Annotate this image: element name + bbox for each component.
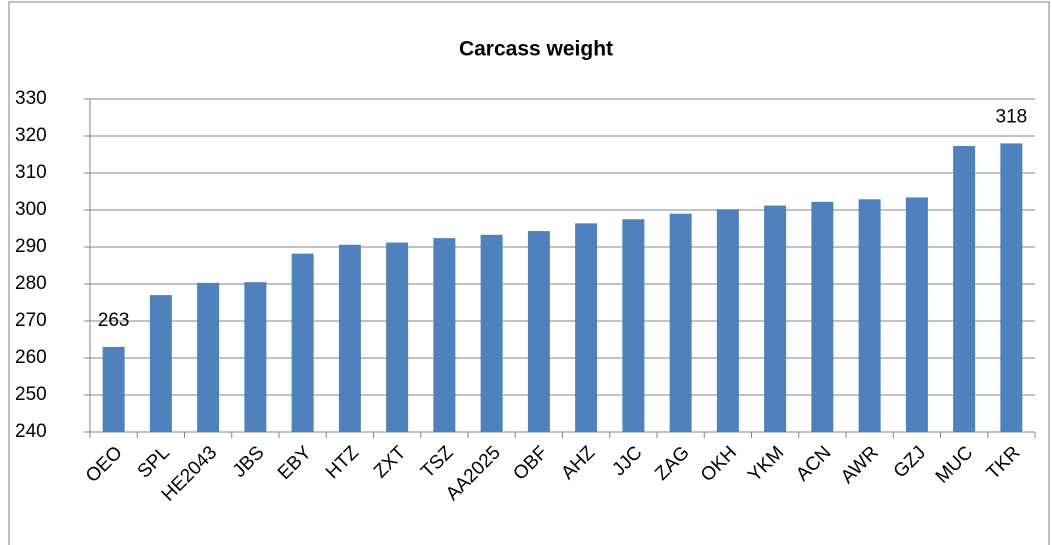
- x-tick-label: SPL: [134, 442, 174, 482]
- x-tick-label: AHZ: [557, 442, 599, 484]
- y-tick-label: 300: [15, 199, 47, 220]
- y-tick-label: 330: [15, 88, 47, 109]
- y-tick-label: 270: [15, 310, 47, 331]
- x-tick-label: GZJ: [890, 442, 930, 482]
- x-tick-label: EBY: [274, 442, 316, 484]
- x-tick-label: OKH: [697, 442, 741, 486]
- y-tick-label: 290: [15, 236, 47, 257]
- bar: [338, 244, 361, 432]
- bar: [197, 282, 220, 432]
- bar: [622, 219, 645, 432]
- bar: [386, 242, 409, 432]
- x-tick-label: ZAG: [651, 442, 693, 484]
- bar: [244, 282, 267, 432]
- x-tick-label: JJC: [608, 442, 646, 480]
- bar: [102, 346, 125, 432]
- bar: [480, 234, 503, 432]
- bar: [149, 295, 172, 432]
- y-tick-label: 280: [15, 273, 47, 294]
- bar: [811, 201, 834, 432]
- bar: [433, 238, 456, 432]
- x-tick-label: HTZ: [322, 442, 363, 483]
- value-label: 263: [98, 310, 130, 331]
- x-tick-label: ZXT: [370, 442, 411, 483]
- y-tick-label: 240: [15, 421, 47, 442]
- bar: [953, 145, 976, 433]
- x-tick-label: YKM: [744, 442, 788, 486]
- y-tick-label: 260: [15, 347, 47, 368]
- bar: [291, 253, 314, 432]
- x-tick-label: TKR: [983, 442, 1025, 484]
- x-tick-label: JBS: [229, 442, 268, 481]
- y-tick-label: 250: [15, 384, 47, 405]
- chart-title: Carcass weight: [459, 38, 613, 61]
- x-tick-label: AWR: [837, 442, 883, 488]
- bar: [764, 205, 787, 432]
- chart-frame: [8, 1, 1050, 545]
- bar: [575, 223, 598, 432]
- y-tick-label: 320: [15, 125, 47, 146]
- bar: [716, 209, 739, 432]
- x-tick-label: ACN: [792, 442, 835, 485]
- value-label: 318: [996, 106, 1028, 127]
- x-tick-label: TSZ: [417, 442, 458, 483]
- x-tick-label: MUC: [932, 442, 977, 487]
- bar: [905, 197, 928, 432]
- y-tick-label: 310: [15, 162, 47, 183]
- bar: [669, 213, 692, 432]
- bar: [1000, 143, 1023, 432]
- x-tick-label: OBF: [509, 442, 551, 484]
- bar: [858, 199, 881, 432]
- x-tick-label: OEO: [82, 442, 127, 487]
- bar: [527, 231, 550, 432]
